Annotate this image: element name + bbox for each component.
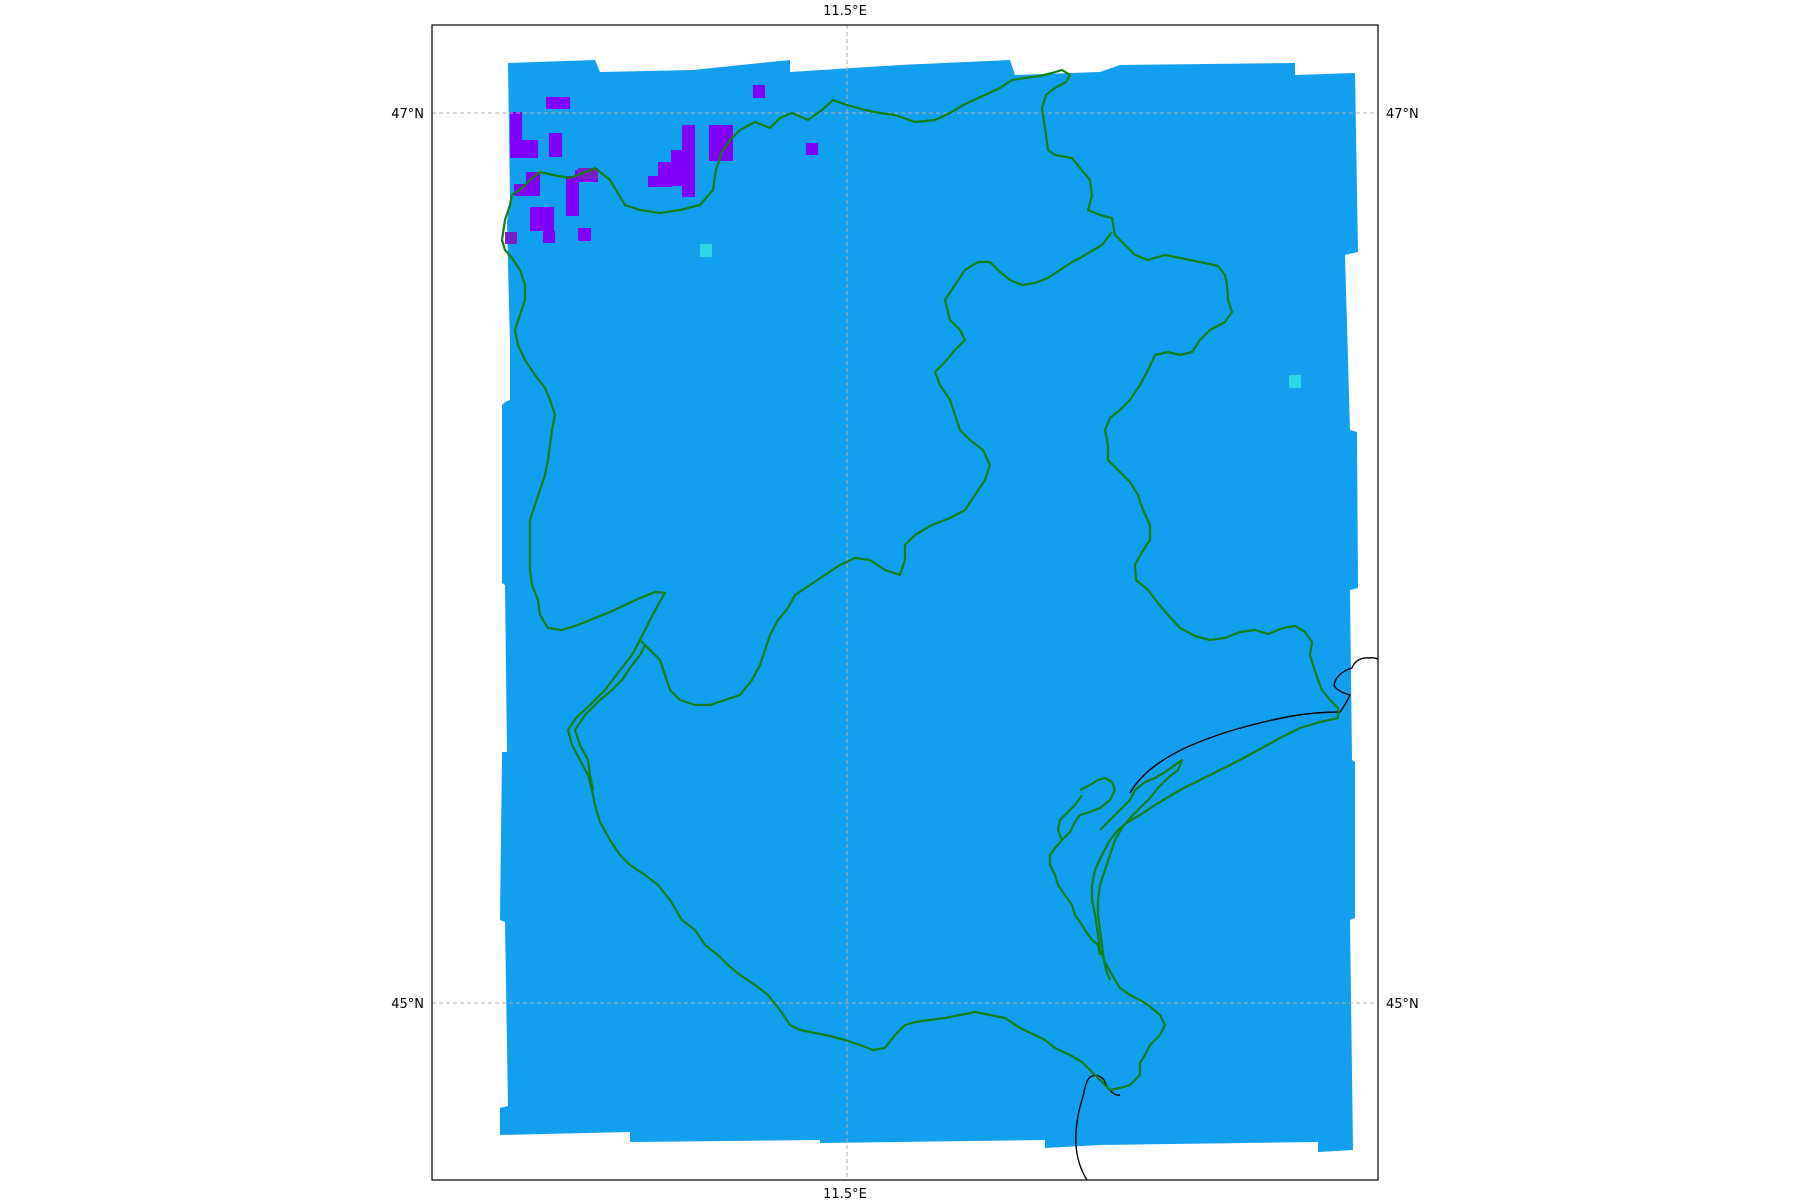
- anomaly-pixels-dark: [505, 168, 598, 244]
- administrative-borders: [500, 68, 1340, 1092]
- anomaly-pixel: [526, 172, 540, 196]
- coastline: [1075, 656, 1379, 1181]
- lat-label-45-right: 45°N: [1386, 997, 1419, 1012]
- lon-label-top: 11.5°E: [823, 4, 867, 19]
- anomaly-pixels-cyan: [700, 244, 1301, 388]
- lagoon-islands: [1048, 758, 1184, 981]
- coastline-north: [1129, 656, 1379, 794]
- anomaly-pixel-cyan: [1289, 375, 1301, 388]
- map-frame: [431, 24, 1379, 1181]
- anomaly-pixel: [510, 112, 522, 140]
- anomaly-pixel: [753, 85, 765, 98]
- anomaly-pixel: [546, 97, 570, 109]
- lat-label-47-right: 47°N: [1386, 107, 1419, 122]
- internal-province-border-west: [639, 231, 1113, 707]
- tick-labels: 11.5°E 11.5°E 47°N 47°N 45°N 45°N: [391, 4, 1419, 1200]
- lon-label-bottom: 11.5°E: [823, 1187, 867, 1200]
- lat-label-45-left: 45°N: [391, 997, 424, 1012]
- gridlines: [432, 25, 1378, 1180]
- anomaly-pixel: [543, 231, 555, 243]
- anomaly-pixel-dark: [505, 232, 517, 244]
- raster-coverage: [500, 60, 1358, 1152]
- anomaly-pixel: [806, 143, 818, 155]
- anomaly-pixel: [510, 140, 538, 158]
- raster-fill: [500, 60, 1358, 1152]
- internal-province-border-south: [573, 644, 646, 791]
- outer-region-border: [500, 68, 1340, 1092]
- map-axes: [431, 24, 1379, 1181]
- anomaly-pixel: [566, 176, 579, 216]
- anomaly-pixel: [578, 228, 591, 241]
- anomaly-pixel: [549, 133, 562, 157]
- anomaly-pixel-dark: [578, 168, 598, 179]
- lat-label-47-left: 47°N: [391, 107, 424, 122]
- anomaly-pixel: [530, 207, 554, 231]
- coastline-south: [1075, 1074, 1121, 1181]
- anomaly-pixel: [648, 176, 672, 187]
- anomaly-pixel-cyan: [700, 244, 712, 257]
